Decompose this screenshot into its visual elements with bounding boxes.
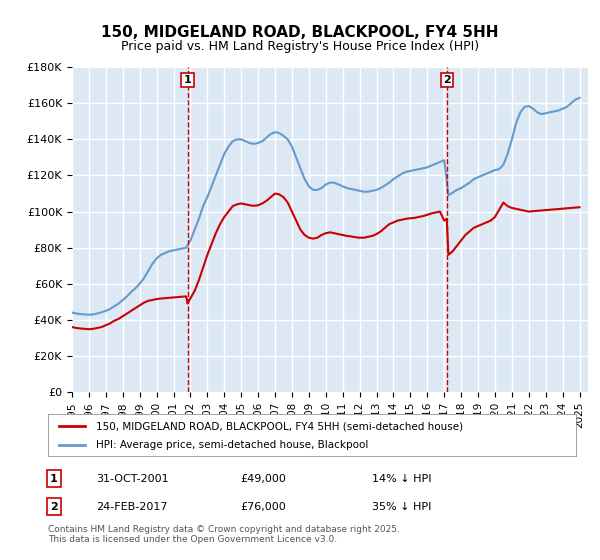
Text: HPI: Average price, semi-detached house, Blackpool: HPI: Average price, semi-detached house,… [95, 440, 368, 450]
Text: 150, MIDGELAND ROAD, BLACKPOOL, FY4 5HH: 150, MIDGELAND ROAD, BLACKPOOL, FY4 5HH [101, 25, 499, 40]
Text: £49,000: £49,000 [240, 474, 286, 484]
Text: 2: 2 [50, 502, 58, 512]
Text: Price paid vs. HM Land Registry's House Price Index (HPI): Price paid vs. HM Land Registry's House … [121, 40, 479, 53]
Text: 14% ↓ HPI: 14% ↓ HPI [372, 474, 431, 484]
Text: 1: 1 [50, 474, 58, 484]
Text: Contains HM Land Registry data © Crown copyright and database right 2025.
This d: Contains HM Land Registry data © Crown c… [48, 525, 400, 544]
Text: 2: 2 [443, 75, 451, 85]
Text: 1: 1 [184, 75, 191, 85]
Text: 24-FEB-2017: 24-FEB-2017 [96, 502, 167, 512]
Text: 35% ↓ HPI: 35% ↓ HPI [372, 502, 431, 512]
Text: 31-OCT-2001: 31-OCT-2001 [96, 474, 169, 484]
Text: 150, MIDGELAND ROAD, BLACKPOOL, FY4 5HH (semi-detached house): 150, MIDGELAND ROAD, BLACKPOOL, FY4 5HH … [95, 421, 463, 431]
Text: £76,000: £76,000 [240, 502, 286, 512]
